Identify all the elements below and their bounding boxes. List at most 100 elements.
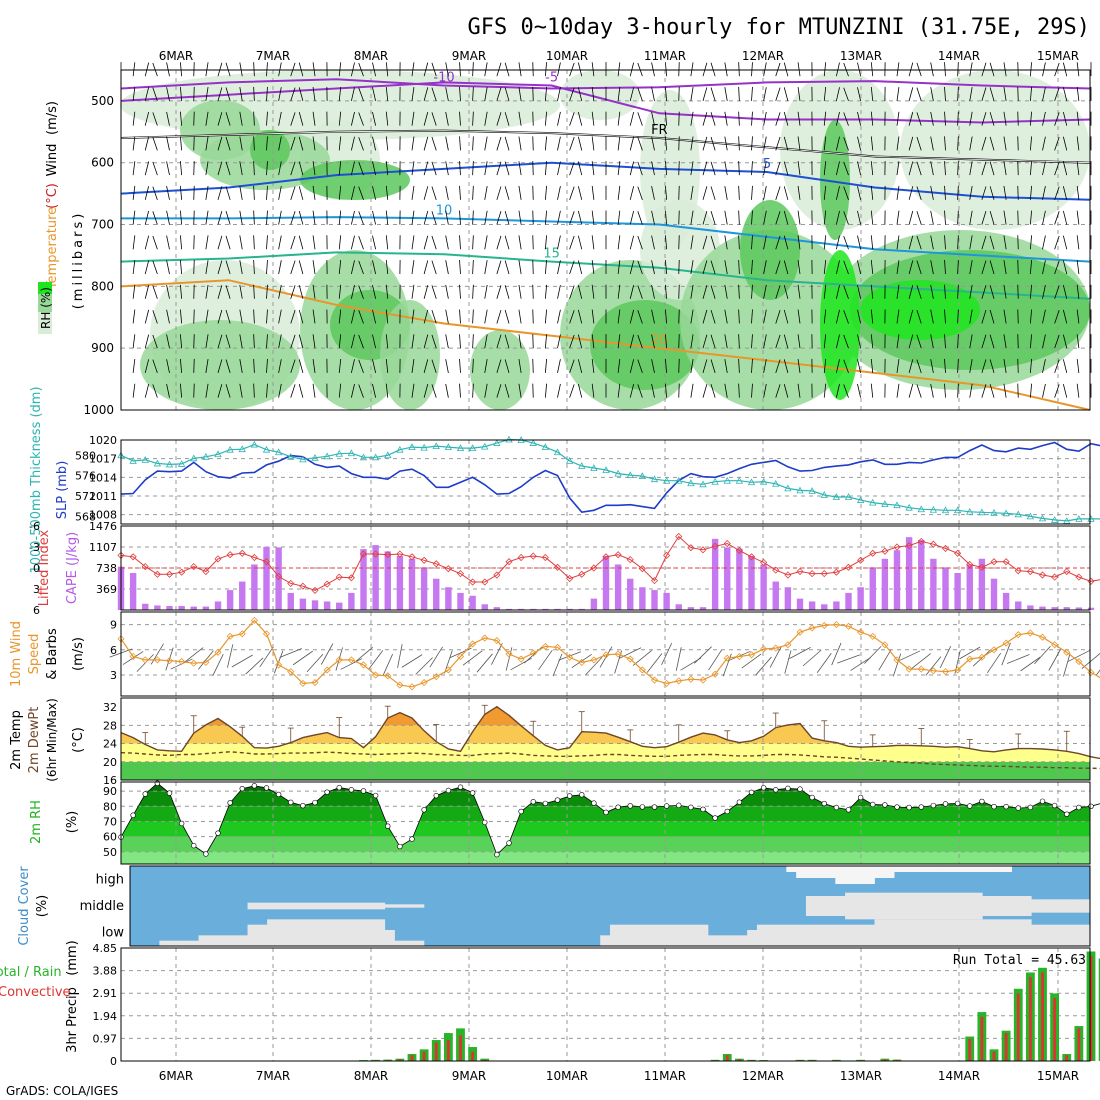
thickness-point xyxy=(662,476,671,484)
wind10m-point xyxy=(238,630,246,638)
cloud-low xyxy=(1031,924,1042,946)
thickness-point xyxy=(505,435,513,443)
wind10m-point xyxy=(384,672,392,680)
thickness-point xyxy=(565,457,574,464)
cape-bar xyxy=(251,564,258,610)
li-tick-0: 0 xyxy=(33,562,40,575)
ylabel-precip-unit: (mm) xyxy=(65,940,80,975)
thickness-point xyxy=(359,453,368,461)
cloud-middle xyxy=(257,902,268,910)
isotherm-label-15: 15 xyxy=(543,247,560,262)
lifted-index-point xyxy=(1087,577,1095,585)
cape-bar xyxy=(602,555,610,610)
wind10m-point xyxy=(493,636,501,645)
thickness-point xyxy=(238,445,246,453)
rh2m-point xyxy=(736,799,743,805)
lifted-index-point xyxy=(335,573,343,581)
ylabel-precip-conv: Convective xyxy=(0,985,71,1000)
lifted-index-point xyxy=(481,578,489,586)
temp-tick-28: 28 xyxy=(103,719,117,732)
cloud-middle xyxy=(414,904,425,908)
rh2m-point xyxy=(1015,805,1021,811)
cloud-high xyxy=(1001,866,1013,872)
cloud-middle xyxy=(874,892,885,920)
cape-bar xyxy=(517,608,525,610)
wind10m-point xyxy=(202,658,210,666)
rh2m-point xyxy=(203,851,209,857)
cloud-middle xyxy=(355,902,366,910)
cloud-low xyxy=(766,924,777,946)
wind10m-panel: 9 6 3 10m Wind Speed & Barbs (m/s) xyxy=(9,611,1100,697)
thickness-point xyxy=(638,472,647,480)
cape-bar xyxy=(639,587,646,610)
rh2m-point xyxy=(724,808,730,815)
cape-bar xyxy=(990,578,998,610)
precip-conv-bar xyxy=(1041,972,1044,1061)
cloud-low xyxy=(649,924,660,946)
cape-bar xyxy=(348,592,355,610)
lifted-index-point xyxy=(687,544,695,552)
cape-bar xyxy=(299,598,307,610)
cloud-middle xyxy=(884,892,895,920)
rh2m-point xyxy=(1027,804,1034,811)
cloud-low xyxy=(737,935,748,946)
cape-bar xyxy=(408,558,416,610)
cloud-low xyxy=(717,935,728,946)
lifted-index-point xyxy=(650,577,659,585)
cloud-middle xyxy=(943,892,954,920)
cape-bar xyxy=(202,606,210,610)
wind-tick-9: 9 xyxy=(110,619,117,632)
ylabel-rh: RH (%) xyxy=(39,287,53,329)
cloud-low xyxy=(394,940,405,946)
cloud-middle xyxy=(1070,899,1081,913)
lifted-index-point xyxy=(929,540,937,548)
rh2m-point xyxy=(348,787,355,793)
thickness-point xyxy=(953,506,962,514)
top-date-13MAR: 13MAR xyxy=(840,49,882,63)
rh2m-point xyxy=(870,801,876,808)
cloud-middle xyxy=(1031,899,1042,913)
cloud-middle xyxy=(1050,899,1062,913)
rh-band xyxy=(121,851,1090,864)
thickness-point xyxy=(553,448,562,456)
cloud-middle xyxy=(247,902,258,910)
cloud-low xyxy=(600,935,611,946)
wind10m-point xyxy=(372,671,380,679)
rh2m-point xyxy=(397,843,403,850)
cloud-low xyxy=(1011,919,1022,946)
cloud-middle xyxy=(306,902,317,910)
cloud-low xyxy=(845,924,856,946)
cloud-low xyxy=(1001,919,1013,946)
cloud-middle xyxy=(1041,899,1052,913)
lifted-index-point xyxy=(1002,558,1010,566)
rh2m-point xyxy=(591,800,597,806)
cloud-low xyxy=(864,924,875,946)
rh2m-point xyxy=(651,804,658,810)
cape-bar xyxy=(275,547,282,610)
p1-ytick-1000: 1000 xyxy=(83,403,114,417)
precip-conv-bar xyxy=(992,1051,996,1061)
lifted-index-point xyxy=(578,570,586,578)
wind10m-point xyxy=(675,677,683,685)
p1-ytick-800: 800 xyxy=(91,279,114,293)
cape-bar xyxy=(166,606,173,610)
cape-bar xyxy=(808,601,816,610)
cloud-low xyxy=(276,919,288,946)
slp-tick-1020: 1020 xyxy=(89,434,117,447)
wind10m-point xyxy=(262,630,271,638)
thickness-point xyxy=(966,507,974,515)
lifted-index-point xyxy=(638,565,646,573)
thickness-point xyxy=(1075,515,1083,522)
wind10m-point xyxy=(190,659,198,667)
li-tick-3: 3 xyxy=(33,583,40,596)
top-date-7MAR: 7MAR xyxy=(256,49,291,63)
thickness-point xyxy=(772,479,780,487)
rh2m-point xyxy=(857,794,864,801)
bottom-date-labels: 6MAR 7MAR 8MAR 9MAR 10MAR 11MAR 12MAR 13MAR 14MA… xyxy=(159,1069,1079,1083)
rh2m-point xyxy=(700,806,706,813)
lifted-index-point xyxy=(566,574,574,583)
precip-tick-0.97: 0.97 xyxy=(93,1032,118,1045)
wind10m-point xyxy=(1002,639,1010,647)
wind10m-point xyxy=(165,657,174,665)
lifted-index-point xyxy=(905,542,913,550)
